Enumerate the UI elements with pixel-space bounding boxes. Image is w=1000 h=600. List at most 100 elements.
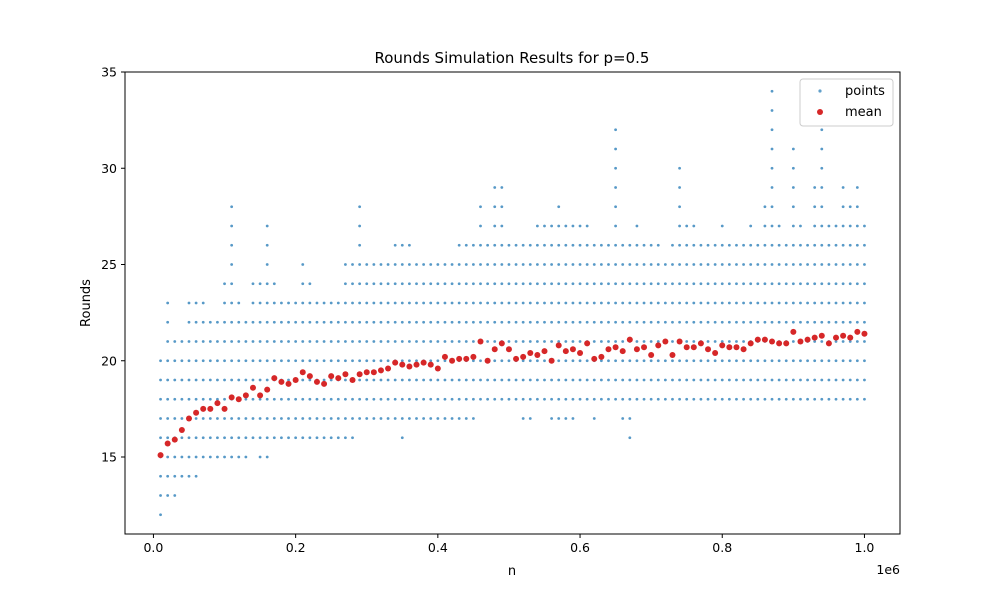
mean-marker xyxy=(783,340,790,347)
point-marker xyxy=(308,301,312,305)
point-marker xyxy=(464,340,468,343)
point-marker xyxy=(663,359,667,363)
point-marker xyxy=(863,359,866,363)
point-marker xyxy=(493,320,497,324)
point-marker xyxy=(742,320,745,324)
point-marker xyxy=(528,320,532,324)
point-marker xyxy=(656,243,660,247)
point-marker xyxy=(827,243,831,247)
point-marker xyxy=(358,301,362,305)
point-marker xyxy=(287,417,290,420)
point-marker xyxy=(166,301,170,305)
point-marker xyxy=(841,263,845,266)
point-marker xyxy=(280,320,283,324)
point-marker xyxy=(841,224,845,228)
point-marker xyxy=(379,301,383,305)
point-marker xyxy=(415,320,418,324)
point-marker xyxy=(322,320,326,324)
point-marker xyxy=(720,378,724,382)
point-marker xyxy=(336,340,340,343)
point-marker xyxy=(223,282,226,286)
mean-marker xyxy=(477,338,484,345)
point-marker xyxy=(855,397,859,401)
point-marker xyxy=(585,282,589,286)
point-marker xyxy=(834,282,838,286)
point-marker xyxy=(358,417,362,420)
mean-marker xyxy=(306,373,313,380)
point-marker xyxy=(322,417,326,420)
point-marker xyxy=(237,378,241,382)
mean-marker xyxy=(470,353,477,360)
point-marker xyxy=(763,224,767,228)
point-marker xyxy=(159,378,162,382)
point-marker xyxy=(791,320,795,324)
point-marker xyxy=(528,397,532,401)
point-marker xyxy=(208,397,212,401)
point-marker xyxy=(237,320,241,324)
x-tick-label: 0.6 xyxy=(570,540,590,555)
point-marker xyxy=(358,378,362,382)
point-marker xyxy=(848,205,852,209)
point-marker xyxy=(464,301,468,305)
point-marker xyxy=(194,474,198,478)
point-marker xyxy=(699,263,703,266)
point-marker xyxy=(614,205,617,209)
point-marker xyxy=(692,224,696,228)
point-marker xyxy=(265,282,269,286)
y-axis-ticks: 15 20 25 30 35 xyxy=(101,65,125,465)
point-marker xyxy=(813,397,817,401)
point-marker xyxy=(848,243,852,247)
mean-marker xyxy=(840,332,847,339)
point-marker xyxy=(863,301,866,305)
point-marker xyxy=(514,320,518,324)
point-marker xyxy=(699,359,703,363)
point-marker xyxy=(436,378,440,382)
point-marker xyxy=(471,378,475,382)
point-marker xyxy=(386,320,390,324)
point-marker xyxy=(614,301,617,305)
point-marker xyxy=(834,301,838,305)
point-marker xyxy=(763,243,767,247)
point-marker xyxy=(727,263,731,266)
point-marker xyxy=(571,282,575,286)
point-marker xyxy=(770,224,774,228)
point-marker xyxy=(308,397,312,401)
point-marker xyxy=(578,263,582,266)
point-marker xyxy=(479,301,482,305)
point-marker xyxy=(450,378,454,382)
point-marker xyxy=(692,301,696,305)
point-marker xyxy=(159,494,162,497)
point-marker xyxy=(436,359,440,363)
point-marker xyxy=(578,359,582,363)
point-marker xyxy=(770,320,774,324)
point-marker xyxy=(692,282,696,286)
point-marker xyxy=(855,320,859,324)
point-marker xyxy=(678,186,681,189)
point-marker xyxy=(841,243,845,247)
point-marker xyxy=(315,436,319,440)
point-marker xyxy=(507,301,511,305)
point-marker xyxy=(628,263,632,266)
point-marker xyxy=(208,320,212,324)
point-marker xyxy=(230,282,234,286)
mean-marker xyxy=(235,396,242,403)
point-marker xyxy=(344,282,347,286)
point-marker xyxy=(863,243,866,247)
point-marker xyxy=(322,340,326,343)
point-marker xyxy=(564,282,568,286)
point-marker xyxy=(450,301,454,305)
point-marker xyxy=(777,320,781,324)
point-marker xyxy=(457,243,461,247)
point-marker xyxy=(678,359,681,363)
point-marker xyxy=(806,301,809,305)
point-marker xyxy=(528,282,532,286)
point-marker xyxy=(742,263,745,266)
point-marker xyxy=(642,359,646,363)
point-marker xyxy=(308,378,312,382)
point-marker xyxy=(791,263,795,266)
point-marker xyxy=(251,397,255,401)
point-marker xyxy=(464,243,468,247)
mean-marker xyxy=(399,361,406,368)
point-marker xyxy=(735,340,738,343)
point-marker xyxy=(813,340,817,343)
